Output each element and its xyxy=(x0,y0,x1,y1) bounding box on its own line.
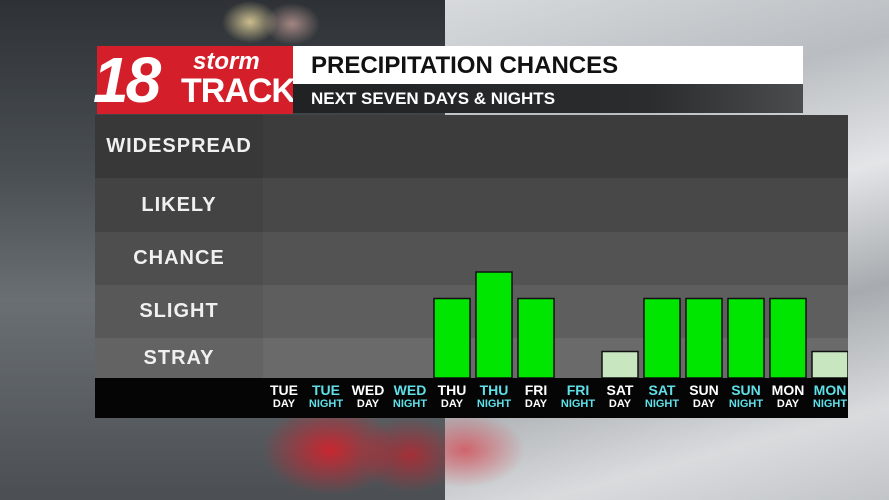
x-label-mon-night: MON NIGHT xyxy=(809,382,851,411)
x-tick-day: SUN xyxy=(689,382,719,398)
x-label-wed-day: WED DAY xyxy=(347,382,389,411)
x-tick-day: SAT xyxy=(606,382,634,398)
y-label-chance: CHANCE xyxy=(133,247,225,269)
x-label-thu-day: THU DAY xyxy=(431,382,473,411)
x-tick-period: NIGHT xyxy=(392,398,428,410)
x-tick-day: MON xyxy=(771,382,805,398)
x-tick-period: NIGHT xyxy=(728,398,764,410)
x-tick-day: FRI xyxy=(524,382,548,398)
bar-thu-day xyxy=(433,297,471,378)
chart-subtitle: NEXT SEVEN DAYS & NIGHTS xyxy=(311,89,556,108)
x-label-sun-day: SUN DAY xyxy=(683,382,725,411)
station-logo: 18 storm TRACK xyxy=(93,44,296,116)
band-likely: LIKELY xyxy=(95,178,848,232)
bar-sun-night xyxy=(727,297,765,378)
x-tick-day: MON xyxy=(813,382,847,398)
chart-title: PRECIPITATION CHANCES xyxy=(311,52,619,79)
x-tick-day: TUE xyxy=(312,382,340,398)
bar-sat-night xyxy=(643,297,681,378)
label-column xyxy=(95,115,263,378)
x-label-thu-night: THU NIGHT xyxy=(473,382,515,411)
bar-fri-day xyxy=(517,297,555,378)
x-tick-day: THU xyxy=(479,382,509,398)
subtitle-bar: NEXT SEVEN DAYS & NIGHTS xyxy=(293,84,803,113)
x-tick-day: THU xyxy=(437,382,467,398)
logo-track-word: TRACK xyxy=(181,72,296,110)
y-label-stray: STRAY xyxy=(143,346,215,369)
x-tick-period: NIGHT xyxy=(644,398,680,410)
x-label-tue-day: TUE DAY xyxy=(263,382,305,411)
precip-chart: WIDESPREAD LIKELY CHANCE SLIGHT STRAY TU… xyxy=(95,115,848,418)
bar-sun-day xyxy=(685,297,723,378)
x-tick-day: WED xyxy=(351,382,385,398)
x-tick-day: FRI xyxy=(566,382,590,398)
bars-layer xyxy=(433,271,848,378)
y-label-likely: LIKELY xyxy=(141,193,217,216)
x-tick-period: NIGHT xyxy=(812,398,848,410)
x-label-sun-night: SUN NIGHT xyxy=(725,382,767,411)
x-tick-day: TUE xyxy=(270,382,298,398)
x-tick-period: DAY xyxy=(440,398,464,410)
band-widespread: WIDESPREAD xyxy=(95,115,848,178)
x-label-wed-night: WED NIGHT xyxy=(389,382,431,411)
x-tick-period: DAY xyxy=(608,398,632,410)
bar-thu-night xyxy=(475,271,513,378)
bar-sat-day xyxy=(601,350,639,378)
x-label-mon-day: MON DAY xyxy=(767,382,809,411)
x-label-tue-night: TUE NIGHT xyxy=(305,382,347,411)
x-tick-day: SAT xyxy=(648,382,676,398)
x-tick-period: NIGHT xyxy=(560,398,596,410)
x-label-sat-night: SAT NIGHT xyxy=(641,382,683,411)
x-tick-period: DAY xyxy=(776,398,800,410)
title-bar: PRECIPITATION CHANCES xyxy=(293,46,803,84)
x-tick-period: DAY xyxy=(356,398,380,410)
x-tick-day: SUN xyxy=(731,382,761,398)
bar-mon-night xyxy=(811,350,848,378)
logo-number: 18 xyxy=(93,44,161,116)
x-label-fri-day: FRI DAY xyxy=(515,382,557,411)
y-label-slight: SLIGHT xyxy=(139,300,219,322)
bar-mon-day xyxy=(769,297,807,378)
x-tick-period: NIGHT xyxy=(308,398,344,410)
x-label-sat-day: SAT DAY xyxy=(599,382,641,411)
x-label-fri-night: FRI NIGHT xyxy=(557,382,599,411)
x-axis-labels: TUE DAY TUE NIGHT WED DAY WED NIGHT THU DAY THU NIG… xyxy=(95,378,848,418)
logo-storm-word: storm xyxy=(193,48,260,75)
x-tick-period: NIGHT xyxy=(476,398,512,410)
band-chance: CHANCE xyxy=(95,232,848,285)
x-tick-period: DAY xyxy=(272,398,296,410)
x-tick-day: WED xyxy=(393,382,427,398)
x-tick-period: DAY xyxy=(692,398,716,410)
x-tick-period: DAY xyxy=(524,398,548,410)
y-label-widespread: WIDESPREAD xyxy=(106,135,252,157)
